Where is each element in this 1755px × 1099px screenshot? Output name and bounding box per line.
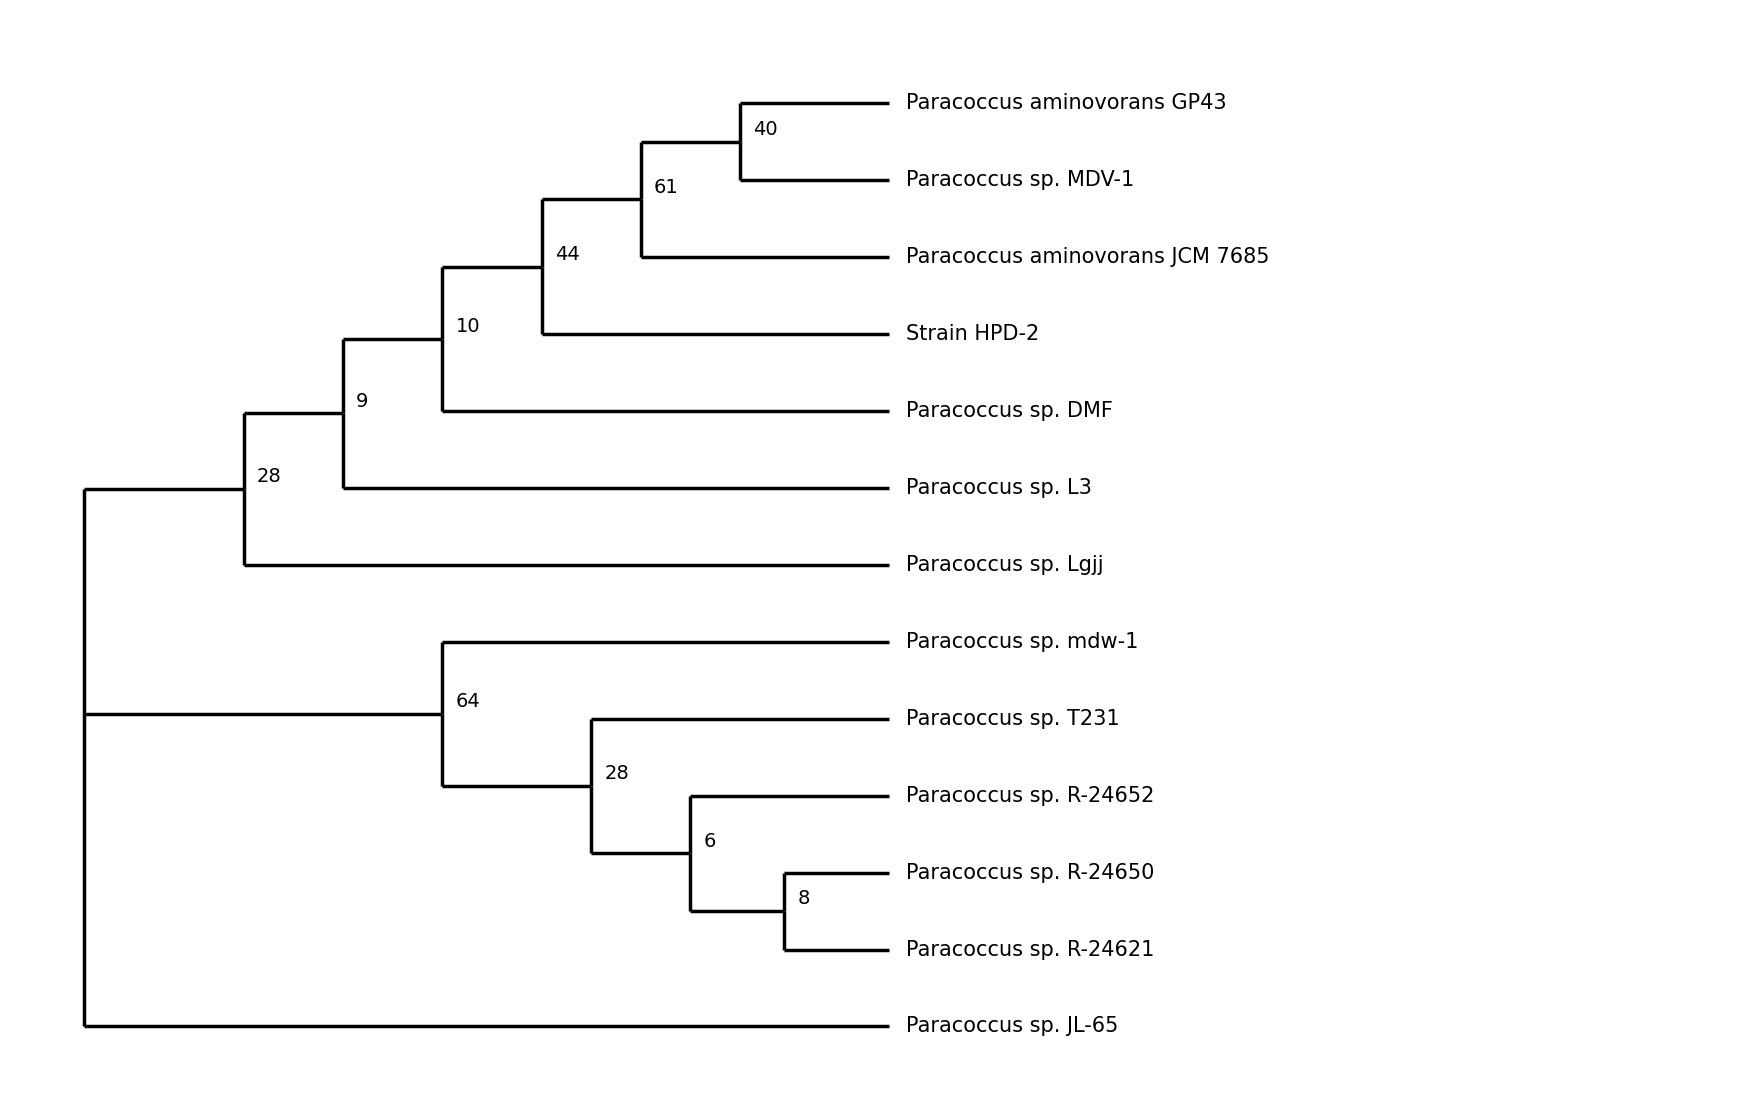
Text: Paracoccus sp. mdw-1: Paracoccus sp. mdw-1 (906, 632, 1137, 652)
Text: 8: 8 (797, 889, 809, 908)
Text: 28: 28 (604, 764, 628, 784)
Text: Paracoccus sp. R-24652: Paracoccus sp. R-24652 (906, 786, 1153, 806)
Text: Paracoccus sp. DMF: Paracoccus sp. DMF (906, 401, 1113, 421)
Text: Paracoccus aminovorans JCM 7685: Paracoccus aminovorans JCM 7685 (906, 247, 1269, 267)
Text: 6: 6 (704, 832, 716, 851)
Text: 61: 61 (653, 178, 679, 197)
Text: Paracoccus sp. JL-65: Paracoccus sp. JL-65 (906, 1017, 1118, 1036)
Text: Paracoccus sp. R-24621: Paracoccus sp. R-24621 (906, 940, 1153, 959)
Text: 10: 10 (455, 318, 479, 336)
Text: 64: 64 (455, 692, 479, 711)
Text: Paracoccus aminovorans GP43: Paracoccus aminovorans GP43 (906, 93, 1225, 113)
Text: Paracoccus sp. MDV-1: Paracoccus sp. MDV-1 (906, 170, 1134, 190)
Text: 40: 40 (753, 120, 777, 138)
Text: Paracoccus sp. Lgjj: Paracoccus sp. Lgjj (906, 555, 1102, 575)
Text: 28: 28 (256, 467, 281, 487)
Text: 9: 9 (356, 391, 369, 411)
Text: Strain HPD-2: Strain HPD-2 (906, 324, 1039, 344)
Text: Paracoccus sp. L3: Paracoccus sp. L3 (906, 478, 1092, 498)
Text: 44: 44 (555, 245, 579, 264)
Text: Paracoccus sp. R-24650: Paracoccus sp. R-24650 (906, 863, 1153, 882)
Text: Paracoccus sp. T231: Paracoccus sp. T231 (906, 709, 1118, 729)
